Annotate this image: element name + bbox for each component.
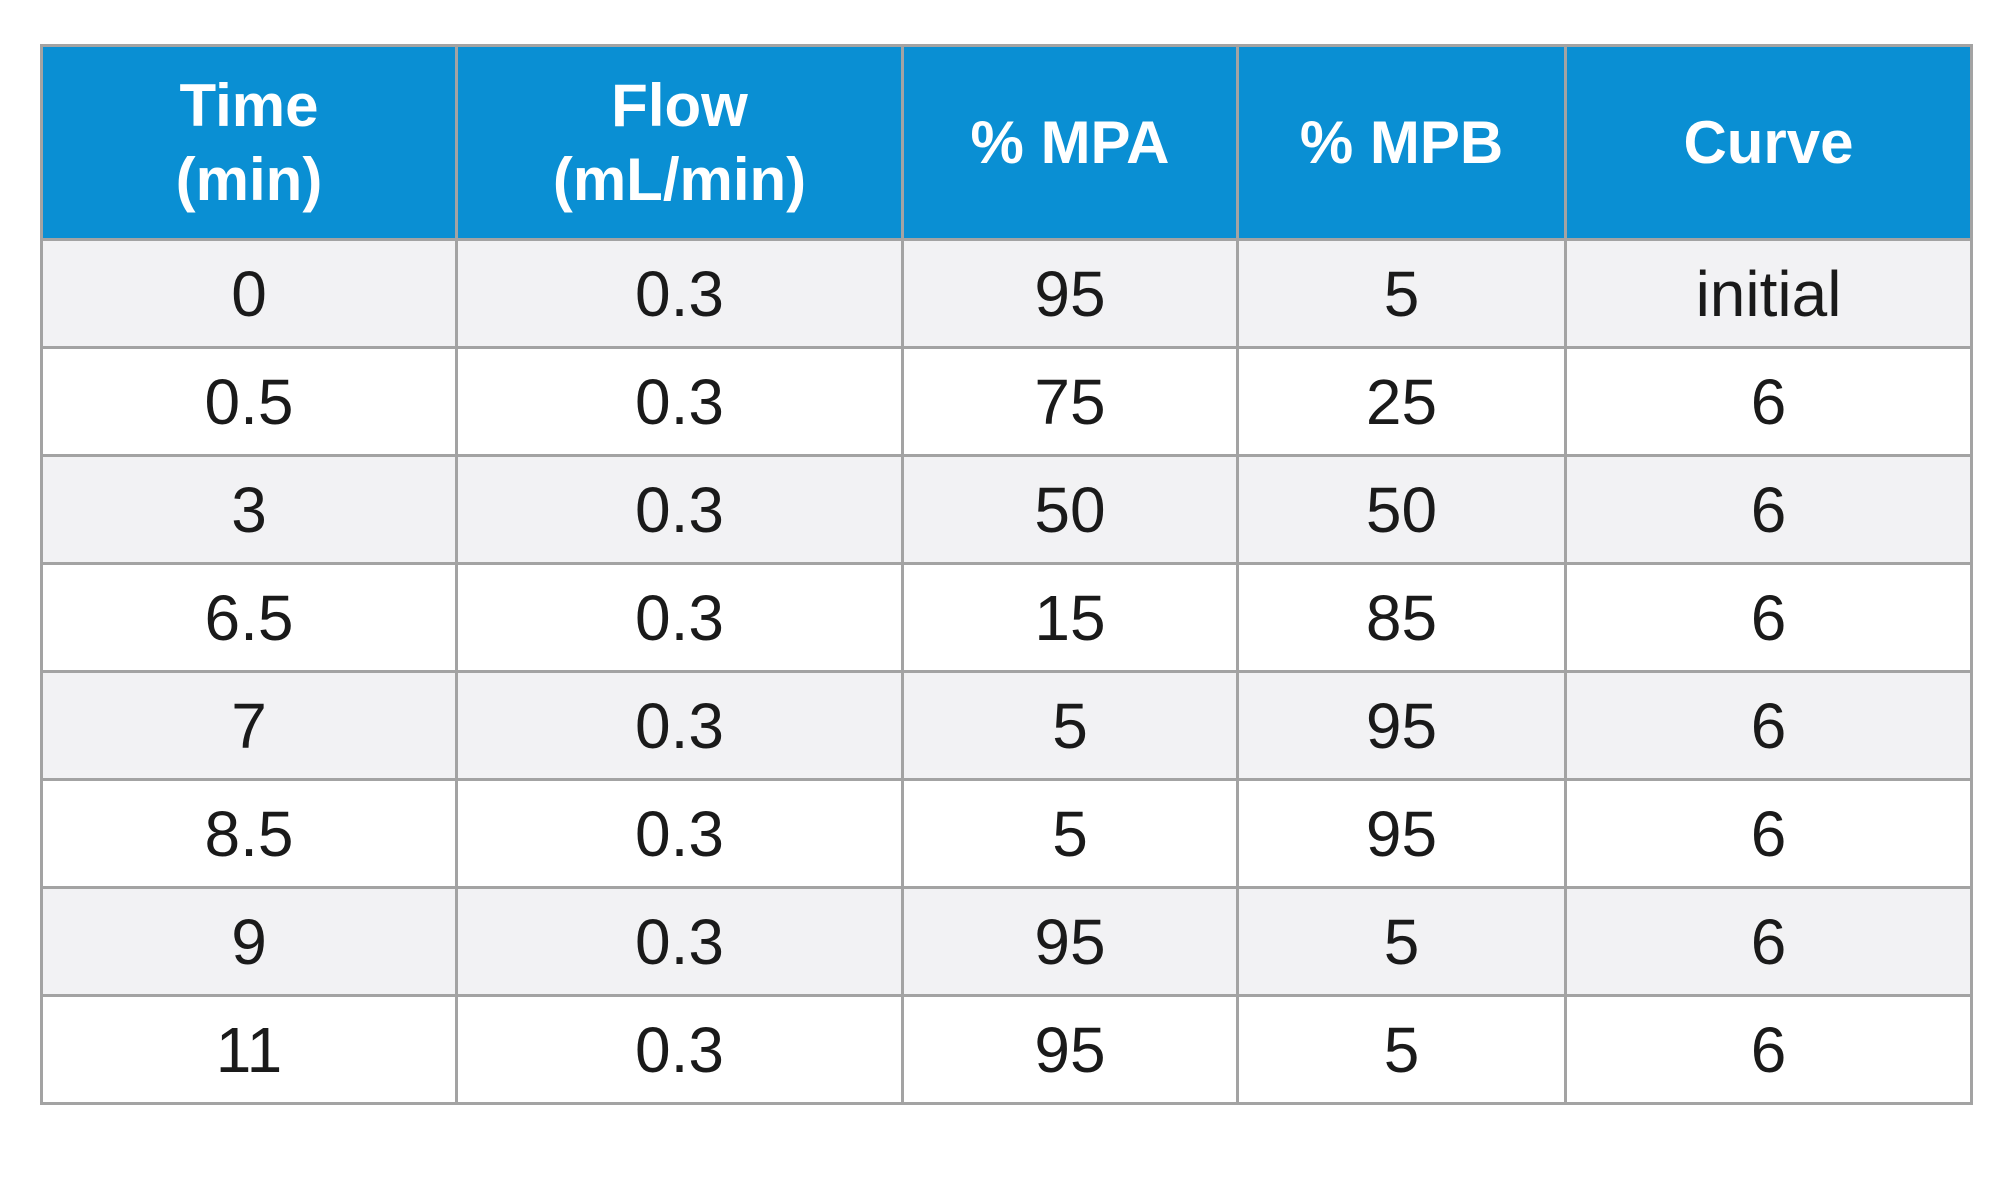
cell-mpb: 95 [1236,670,1567,781]
cell-mpb: 25 [1236,346,1567,457]
table-row: 0.5 0.3 75 25 6 [40,346,1973,457]
header-curve-label: Curve [1683,108,1854,176]
cell-flow: 0.3 [455,778,904,889]
cell-flow: 0.3 [455,994,904,1105]
cell-mpb: 5 [1236,994,1567,1105]
cell-curve: 6 [1564,454,1973,565]
header-flow-unit: (mL/min) [552,145,807,213]
header-time-unit: (min) [175,145,323,213]
cell-mpb: 85 [1236,562,1567,673]
cell-curve: 6 [1564,346,1973,457]
cell-time: 9 [40,886,458,997]
cell-flow: 0.3 [455,346,904,457]
gradient-table-container: Time (min) Flow (mL/min) % MPA % MPB Cur… [40,44,1973,1105]
cell-mpa: 50 [901,454,1239,565]
header-mpb-label: % MPB [1299,108,1504,176]
header-mpb: % MPB [1236,44,1567,241]
header-mpa: % MPA [901,44,1239,241]
cell-mpb: 50 [1236,454,1567,565]
table-header: Time (min) Flow (mL/min) % MPA % MPB Cur… [40,44,1973,241]
cell-mpa: 95 [901,886,1239,997]
cell-time: 0.5 [40,346,458,457]
cell-time: 11 [40,994,458,1105]
cell-mpa: 95 [901,994,1239,1105]
table-body: 0 0.3 95 5 initial 0.5 0.3 75 25 6 3 0.3… [40,238,1973,1105]
cell-mpa: 95 [901,238,1239,349]
cell-curve: 6 [1564,994,1973,1105]
cell-time: 6.5 [40,562,458,673]
header-time: Time (min) [40,44,458,241]
table-row: 7 0.3 5 95 6 [40,670,1973,781]
cell-flow: 0.3 [455,670,904,781]
gradient-table: Time (min) Flow (mL/min) % MPA % MPB Cur… [40,44,1973,1105]
header-curve: Curve [1564,44,1973,241]
header-time-label: Time [179,72,319,140]
cell-curve: 6 [1564,562,1973,673]
cell-mpb: 95 [1236,778,1567,889]
header-mpa-label: % MPA [970,108,1170,176]
table-row: 0 0.3 95 5 initial [40,238,1973,349]
cell-time: 0 [40,238,458,349]
cell-mpb: 5 [1236,238,1567,349]
table-row: 11 0.3 95 5 6 [40,994,1973,1105]
cell-mpa: 5 [901,778,1239,889]
table-row: 3 0.3 50 50 6 [40,454,1973,565]
cell-mpa: 75 [901,346,1239,457]
cell-mpa: 5 [901,670,1239,781]
table-row: 6.5 0.3 15 85 6 [40,562,1973,673]
table-row: 9 0.3 95 5 6 [40,886,1973,997]
cell-time: 3 [40,454,458,565]
cell-flow: 0.3 [455,562,904,673]
header-row: Time (min) Flow (mL/min) % MPA % MPB Cur… [40,44,1973,241]
cell-curve: 6 [1564,778,1973,889]
cell-time: 7 [40,670,458,781]
cell-curve: initial [1564,238,1973,349]
cell-mpb: 5 [1236,886,1567,997]
header-flow-label: Flow [611,72,748,140]
cell-time: 8.5 [40,778,458,889]
table-row: 8.5 0.3 5 95 6 [40,778,1973,889]
header-flow: Flow (mL/min) [455,44,904,241]
cell-curve: 6 [1564,670,1973,781]
cell-flow: 0.3 [455,454,904,565]
cell-flow: 0.3 [455,886,904,997]
cell-mpa: 15 [901,562,1239,673]
cell-flow: 0.3 [455,238,904,349]
cell-curve: 6 [1564,886,1973,997]
